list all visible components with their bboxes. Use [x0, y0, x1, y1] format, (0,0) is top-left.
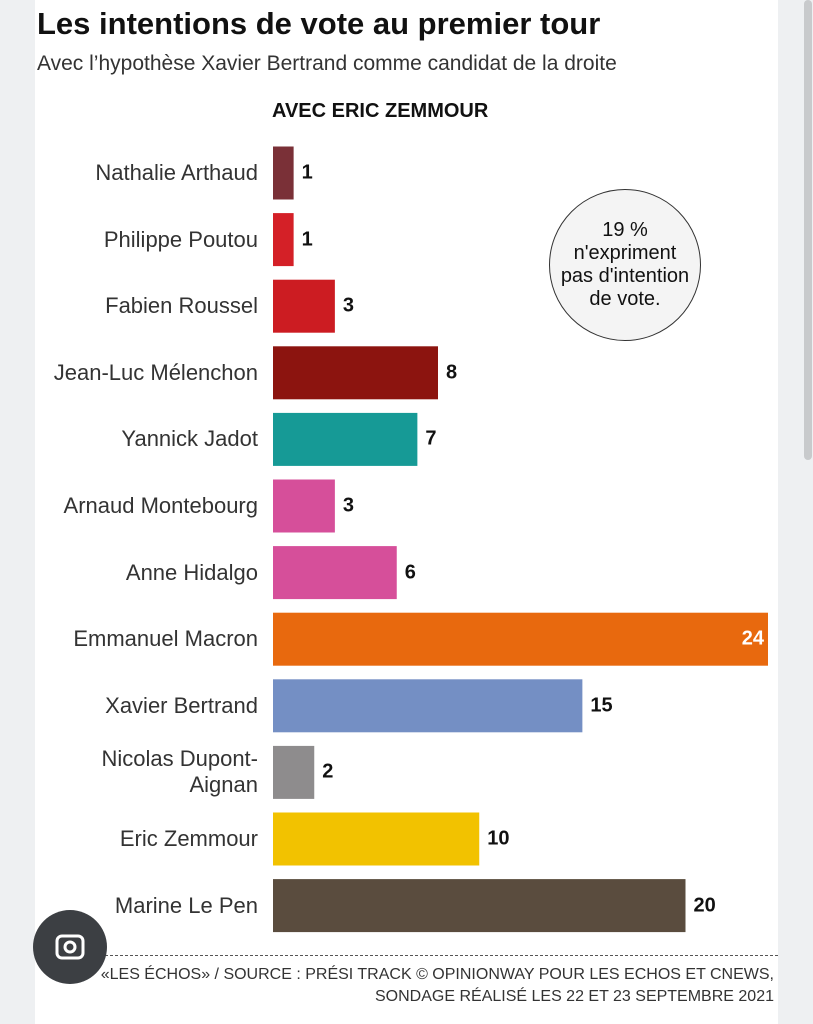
- category-label: Yannick Jadot: [121, 426, 258, 452]
- bar: [273, 745, 315, 799]
- value-label: 10: [487, 827, 510, 850]
- category-label: Emmanuel Macron: [73, 626, 258, 652]
- value-label: 20: [693, 894, 716, 917]
- category-label: Fabien Roussel: [105, 293, 258, 319]
- bar: [273, 812, 480, 866]
- value-label: 24: [741, 627, 764, 650]
- bar: [273, 546, 397, 600]
- value-label: 3: [342, 294, 354, 317]
- lens-button[interactable]: [33, 910, 107, 984]
- category-label: Xavier Bertrand: [105, 692, 258, 718]
- bar: [273, 213, 294, 267]
- value-label: 1: [301, 228, 313, 251]
- category-label: Marine Le Pen: [114, 892, 258, 918]
- chart-title: Les intentions de vote au premier tour: [37, 6, 601, 41]
- category-label: Jean-Luc Mélenchon: [53, 359, 258, 385]
- scrollbar[interactable]: [804, 0, 812, 460]
- value-label: 2: [322, 760, 334, 783]
- value-label: 8: [446, 361, 458, 384]
- bar: [273, 146, 294, 200]
- source-line: «LES ÉCHOS» / SOURCE : PRÉSI TRACK © OPI…: [100, 966, 774, 983]
- panel-title: AVEC ERIC ZEMMOUR: [272, 100, 489, 122]
- bar: [273, 679, 583, 733]
- chart-subtitle: Avec l’hypothèse Xavier Bertrand comme c…: [37, 52, 617, 75]
- category-label: Philippe Poutou: [103, 226, 258, 252]
- annotation-bubble: 19 % n'expriment pas d'intention de vote…: [549, 189, 701, 341]
- source-line: SONDAGE RÉALISÉ LES 22 ET 23 SEPTEMBRE 2…: [375, 988, 774, 1005]
- category-label: Nicolas Dupont-Aignan: [101, 746, 258, 798]
- bar: [273, 612, 768, 666]
- value-label: 3: [342, 494, 354, 517]
- bar: [273, 479, 335, 533]
- category-label: Anne Hidalgo: [125, 559, 258, 585]
- value-label: 7: [425, 427, 437, 450]
- category-label: Arnaud Montebourg: [63, 493, 258, 518]
- lens-icon: [55, 934, 85, 960]
- value-label: 1: [301, 161, 313, 184]
- value-label: 6: [404, 561, 416, 584]
- category-label: Eric Zemmour: [119, 826, 258, 851]
- category-label: Nathalie Arthaud: [95, 160, 258, 185]
- bar: [273, 346, 438, 400]
- bar: [273, 279, 335, 333]
- bar: [273, 412, 418, 466]
- bar: [273, 879, 686, 933]
- separator: [95, 955, 778, 956]
- annotation: 19 % n'expriment pas d'intention de vote…: [560, 219, 690, 310]
- value-label: 15: [590, 694, 613, 717]
